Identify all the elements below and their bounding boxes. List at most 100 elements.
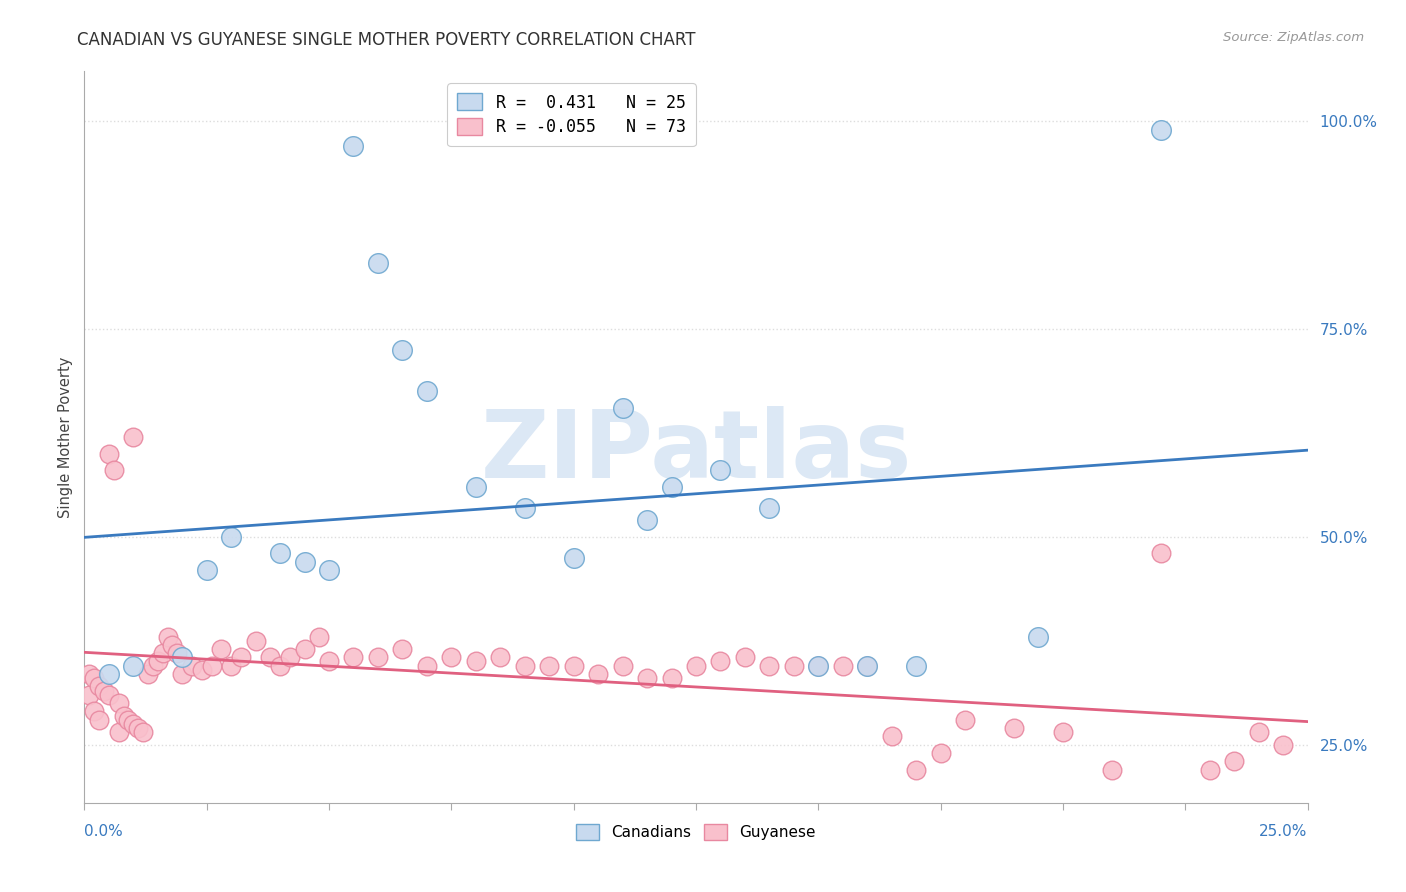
Point bbox=[318, 655, 340, 669]
Point bbox=[758, 658, 780, 673]
Point bbox=[905, 763, 928, 777]
Point bbox=[136, 667, 159, 681]
Point bbox=[367, 255, 389, 269]
Point bbox=[709, 655, 731, 669]
Point bbox=[538, 658, 561, 673]
Point bbox=[513, 658, 536, 673]
Point bbox=[586, 667, 609, 681]
Point bbox=[709, 463, 731, 477]
Point bbox=[77, 667, 100, 681]
Point bbox=[905, 658, 928, 673]
Point bbox=[318, 563, 340, 577]
Point bbox=[440, 650, 463, 665]
Point bbox=[112, 708, 135, 723]
Point bbox=[127, 721, 149, 735]
Point bbox=[342, 650, 364, 665]
Point bbox=[219, 530, 242, 544]
Point bbox=[612, 658, 634, 673]
Point bbox=[758, 500, 780, 515]
Point bbox=[391, 343, 413, 357]
Point bbox=[661, 480, 683, 494]
Point bbox=[464, 480, 486, 494]
Point bbox=[172, 667, 194, 681]
Point bbox=[636, 671, 658, 685]
Point bbox=[831, 658, 853, 673]
Point bbox=[612, 401, 634, 415]
Point bbox=[83, 671, 105, 685]
Point bbox=[416, 658, 439, 673]
Point bbox=[807, 658, 830, 673]
Point bbox=[1002, 721, 1025, 735]
Point bbox=[929, 746, 952, 760]
Point bbox=[166, 646, 188, 660]
Point bbox=[269, 658, 291, 673]
Point bbox=[162, 638, 184, 652]
Point bbox=[269, 546, 291, 560]
Point bbox=[209, 642, 232, 657]
Point bbox=[342, 139, 364, 153]
Point bbox=[191, 663, 214, 677]
Point bbox=[172, 650, 194, 665]
Point bbox=[513, 500, 536, 515]
Point bbox=[1247, 725, 1270, 739]
Point bbox=[489, 650, 512, 665]
Point bbox=[1272, 738, 1295, 752]
Point bbox=[83, 705, 105, 719]
Y-axis label: Single Mother Poverty: Single Mother Poverty bbox=[58, 357, 73, 517]
Point bbox=[77, 688, 100, 702]
Point bbox=[117, 713, 139, 727]
Point bbox=[259, 650, 281, 665]
Point bbox=[661, 671, 683, 685]
Point bbox=[391, 642, 413, 657]
Point bbox=[856, 658, 879, 673]
Point bbox=[807, 658, 830, 673]
Text: CANADIAN VS GUYANESE SINGLE MOTHER POVERTY CORRELATION CHART: CANADIAN VS GUYANESE SINGLE MOTHER POVER… bbox=[77, 31, 696, 49]
Point bbox=[1150, 546, 1173, 560]
Point bbox=[734, 650, 756, 665]
Point bbox=[294, 555, 316, 569]
Point bbox=[107, 696, 129, 710]
Point bbox=[685, 658, 707, 673]
Point bbox=[103, 463, 125, 477]
Point bbox=[122, 430, 145, 444]
Point bbox=[1028, 630, 1050, 644]
Point bbox=[181, 658, 204, 673]
Point bbox=[783, 658, 806, 673]
Point bbox=[464, 655, 486, 669]
Point bbox=[229, 650, 252, 665]
Point bbox=[200, 658, 222, 673]
Point bbox=[1101, 763, 1123, 777]
Point bbox=[87, 680, 110, 694]
Text: ZIPatlas: ZIPatlas bbox=[481, 406, 911, 498]
Point bbox=[97, 447, 120, 461]
Point bbox=[880, 729, 903, 743]
Point bbox=[146, 655, 169, 669]
Point bbox=[132, 725, 155, 739]
Point bbox=[278, 650, 301, 665]
Point bbox=[93, 683, 115, 698]
Point bbox=[97, 688, 120, 702]
Point bbox=[1198, 763, 1220, 777]
Point bbox=[107, 725, 129, 739]
Point bbox=[87, 713, 110, 727]
Point bbox=[308, 630, 330, 644]
Point bbox=[367, 650, 389, 665]
Point bbox=[245, 633, 267, 648]
Legend: Canadians, Guyanese: Canadians, Guyanese bbox=[571, 818, 821, 847]
Text: 0.0%: 0.0% bbox=[84, 823, 124, 838]
Point bbox=[152, 646, 174, 660]
Point bbox=[122, 658, 145, 673]
Point bbox=[953, 713, 976, 727]
Point bbox=[416, 384, 439, 399]
Text: 25.0%: 25.0% bbox=[1260, 823, 1308, 838]
Text: Source: ZipAtlas.com: Source: ZipAtlas.com bbox=[1223, 31, 1364, 45]
Point bbox=[856, 658, 879, 673]
Point bbox=[294, 642, 316, 657]
Point bbox=[97, 667, 120, 681]
Point bbox=[636, 513, 658, 527]
Point bbox=[219, 658, 242, 673]
Point bbox=[562, 550, 585, 565]
Point bbox=[142, 658, 165, 673]
Point bbox=[122, 716, 145, 731]
Point bbox=[1052, 725, 1074, 739]
